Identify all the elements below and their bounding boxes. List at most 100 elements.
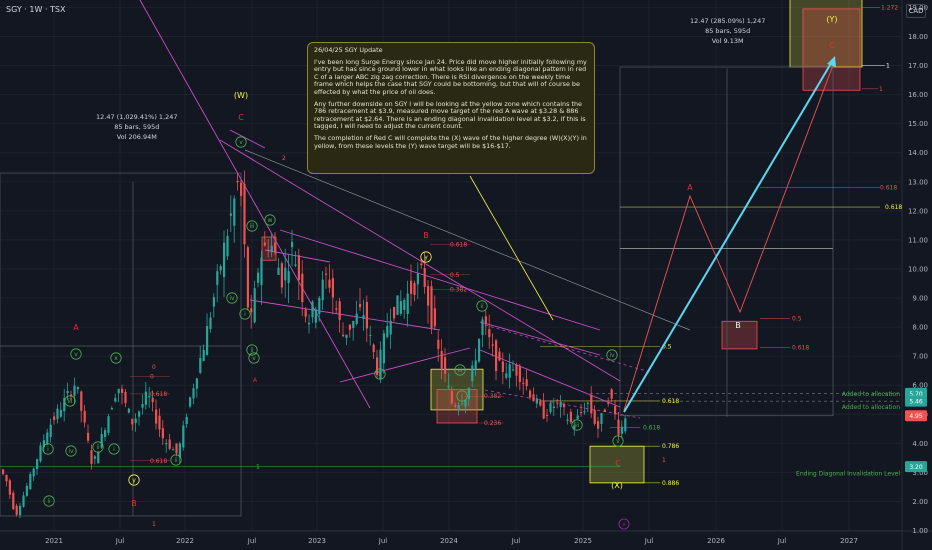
wave-circle-label: iii (249, 223, 254, 230)
candle-body (297, 255, 300, 281)
fib-0618-low-label: 0.618 (643, 424, 660, 431)
wave-label-A-small: A (253, 377, 258, 384)
symbol-label[interactable]: SGY · 1W · TSX (6, 5, 66, 14)
x-tick-label: 2025 (574, 537, 592, 545)
wave-circle (246, 220, 258, 232)
candle-body (461, 403, 464, 405)
candle-body (260, 257, 263, 286)
x-tick-label: 2022 (176, 537, 194, 545)
stats-left-line3: Vol 206.94M (116, 133, 157, 141)
candle-body (304, 309, 307, 317)
candle-body (501, 361, 504, 372)
candle-body (335, 308, 338, 310)
candle-body (566, 419, 569, 421)
fib-0786-label: 0.786 (662, 443, 679, 450)
candle-body (325, 273, 328, 275)
candle-body (382, 333, 385, 364)
trendline (139, 0, 371, 409)
update-note[interactable]: 26/04/25 SGY Update I've been long Surge… (307, 42, 595, 174)
y-tick-label: 14.00 (908, 149, 928, 157)
price-tag-4.95[interactable] (905, 410, 927, 422)
candle-body (586, 402, 589, 404)
event-icon[interactable] (618, 518, 630, 530)
candle-body (386, 325, 389, 338)
candle-body (430, 286, 433, 329)
red-zone-a (436, 389, 478, 424)
candle-body (240, 182, 243, 196)
candle-body (416, 273, 419, 285)
candle-body (620, 426, 623, 434)
wave-circle (420, 251, 432, 263)
candle-body (117, 388, 120, 394)
wave-circle-label: ii (250, 347, 254, 354)
wave-circle-label: i (461, 393, 463, 400)
wave-circle (108, 443, 120, 455)
wave-circle-label: v (252, 355, 256, 362)
candle-body (488, 329, 491, 338)
price-tag-3.20[interactable] (905, 461, 927, 473)
y-tick-label: 9.00 (912, 295, 928, 303)
measure-stats-left: 12.47 (1,029.41%) 1,247 85 bars, 595d Vo… (96, 112, 178, 142)
wave-circle (454, 364, 466, 376)
candle-body (478, 338, 481, 362)
candle-body (233, 198, 236, 226)
candle-body (2, 469, 5, 474)
candle-body (263, 242, 266, 246)
candle-body (138, 411, 141, 417)
wave-circle (571, 419, 583, 431)
candle-body (348, 324, 351, 330)
candle-body (15, 505, 18, 515)
candle-body (410, 280, 413, 294)
candle-body (219, 266, 222, 271)
candle-body (195, 378, 198, 389)
candle-body (19, 505, 22, 516)
candle-body (396, 295, 399, 315)
candle-body (32, 468, 35, 477)
candle-body (542, 401, 545, 419)
wave-circle (128, 474, 140, 486)
candle-body (185, 416, 188, 425)
price-tag-label: 3.20 (909, 464, 923, 471)
candle-body (518, 366, 521, 383)
wave-circle (246, 344, 258, 356)
candle-body (76, 386, 79, 390)
marker-1: 1 (152, 521, 156, 528)
fib-red-05-label: 0.5 (792, 315, 802, 322)
candle-body (141, 404, 144, 408)
candle-body (257, 272, 260, 283)
stats-left-line1: 12.47 (1,029.41%) 1,247 (96, 113, 178, 121)
fib-red-minor-label: 0.5 (450, 272, 460, 279)
wave-circle-label: ii (96, 444, 100, 451)
lightning-icon: ⚡ (622, 522, 626, 529)
currency-button[interactable]: CAD (906, 4, 926, 18)
wave-circle (264, 214, 276, 226)
stats-left-line2: 85 bars, 595d (114, 123, 160, 131)
candle-body (321, 279, 324, 301)
candle-body (199, 357, 202, 373)
candle-body (311, 301, 314, 318)
candle-body (359, 303, 362, 308)
candle-body (178, 443, 181, 458)
candle-body (277, 267, 280, 275)
y-tick-label: 8.00 (912, 324, 928, 332)
candle-body (29, 473, 32, 490)
candle-body (450, 390, 453, 404)
price-tag-label: 5.46 (909, 399, 923, 406)
measure-box-right (619, 66, 834, 417)
candle-body (403, 299, 406, 310)
candle-body (63, 397, 66, 412)
candle-body (563, 404, 566, 408)
wave-label-X: (X) (611, 481, 623, 490)
candle-body (457, 405, 460, 411)
candle-body (525, 379, 528, 387)
candle-body (270, 245, 273, 253)
candle-body (610, 389, 613, 399)
price-tag-5.46[interactable] (905, 395, 927, 407)
candle-body (90, 450, 93, 464)
candle-body (559, 401, 562, 408)
y-tick-label: 13.00 (908, 178, 928, 186)
candle-body (433, 308, 436, 327)
fib-red-minor-label: 0.618 (450, 241, 467, 248)
wave-circle-label: iv (68, 448, 74, 455)
